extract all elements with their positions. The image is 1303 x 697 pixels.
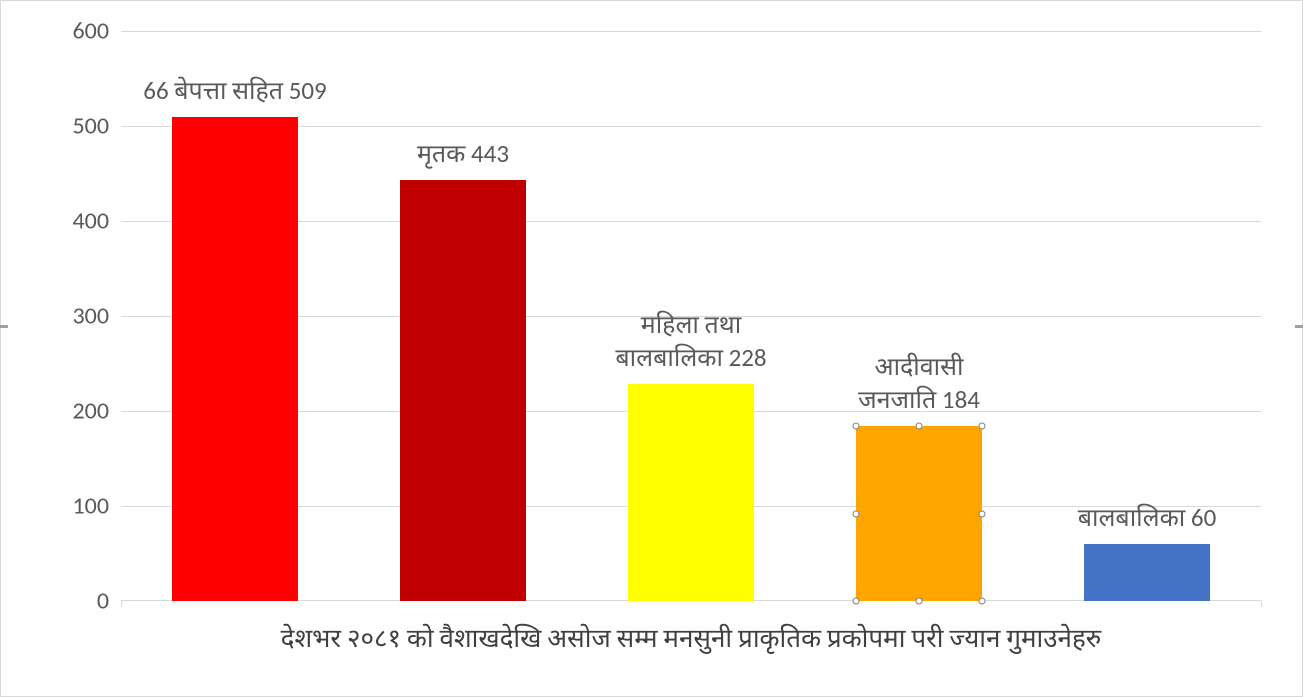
x-axis-label: देशभर २०८१ को वैशाखदेखि असोज सम्म मनसुनी… — [121, 619, 1261, 655]
x-axis-label-text: देशभर २०८१ को वैशाखदेखि असोज सम्म मनसुनी… — [281, 622, 1102, 654]
selection-handle[interactable] — [978, 598, 985, 605]
selection-handle[interactable] — [978, 423, 985, 430]
selection-handle[interactable] — [916, 423, 923, 430]
bar[interactable] — [856, 426, 981, 601]
bar-data-label: आदीवासीजनजाति 184 — [858, 351, 980, 416]
ruler-mark — [1295, 325, 1303, 328]
y-tick-label: 200 — [73, 397, 110, 426]
chart-container: 0 100 200 300 400 500 600 66 बेपत्ता सहित 509 मृ… — [0, 0, 1303, 697]
plot-area: 010020030040050060066 बेपत्ता सहित 509मृ… — [121, 31, 1261, 601]
selection-handle[interactable] — [853, 598, 860, 605]
bar[interactable] — [400, 180, 525, 601]
y-tick-label: 0 — [97, 587, 109, 616]
selection-handle[interactable] — [978, 510, 985, 517]
y-tick-label: 300 — [73, 302, 110, 331]
bar-data-label: मृतक 443 — [417, 138, 509, 171]
ruler-mark — [0, 325, 8, 328]
selection-handle[interactable] — [853, 510, 860, 517]
selection-handle[interactable] — [916, 598, 923, 605]
selection-handle[interactable] — [853, 423, 860, 430]
y-tick-label: 400 — [73, 207, 110, 236]
bar-data-label: महिला तथाबालबालिका 228 — [615, 309, 766, 374]
x-tick-mark — [121, 601, 122, 607]
bar[interactable] — [172, 117, 297, 601]
y-tick-label: 600 — [73, 17, 110, 46]
bar[interactable] — [628, 384, 753, 601]
y-tick-label: 500 — [73, 112, 110, 141]
gridline — [121, 31, 1261, 32]
x-tick-mark — [1261, 601, 1262, 607]
y-tick-label: 100 — [73, 492, 110, 521]
bar[interactable] — [1084, 544, 1209, 601]
bar-data-label: 66 बेपत्ता सहित 509 — [143, 75, 326, 108]
bar-data-label: बालबालिका 60 — [1078, 502, 1217, 535]
